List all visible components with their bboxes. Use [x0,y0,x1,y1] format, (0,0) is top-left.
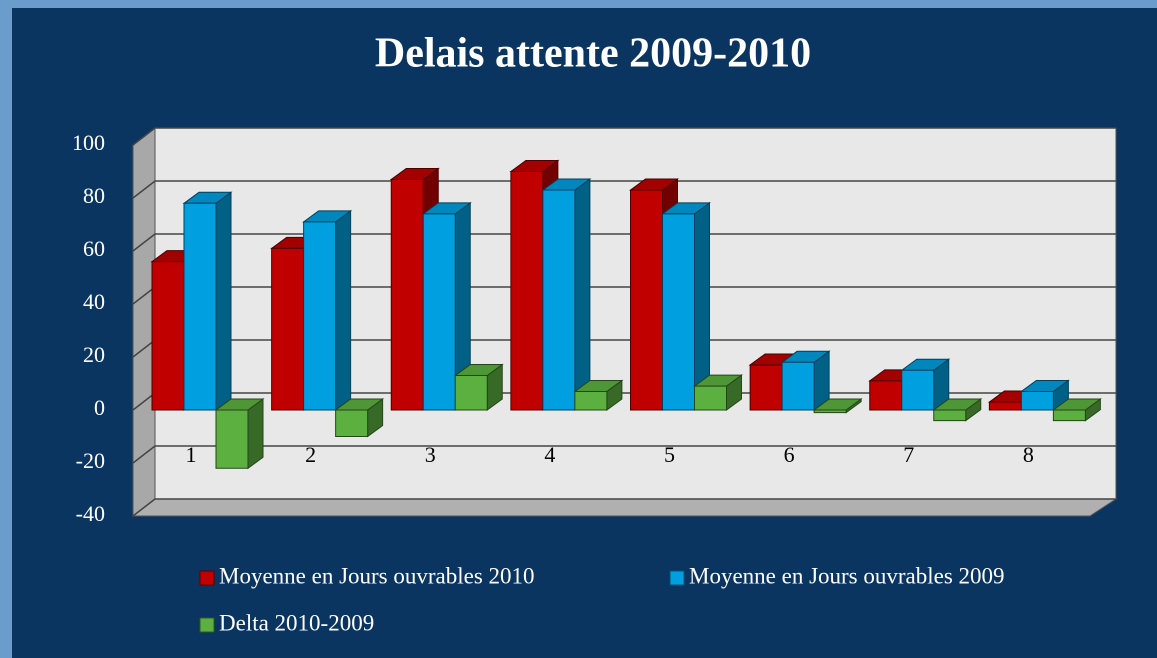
bar-front [390,178,424,411]
bar-side [335,209,352,411]
grid-line [132,233,1116,252]
legend-label: Moyenne en Jours ouvrables 2010 [219,563,535,588]
x-tick-label: 8 [1023,442,1034,467]
x-tick-label: 1 [186,442,197,467]
bar-front [1052,409,1086,422]
bar-front [422,213,456,411]
bar [1051,398,1102,422]
bar-front [454,375,488,411]
y-tick-label: 20 [83,342,105,367]
bar-front [662,213,695,411]
legend-label: Moyenne en Jours ouvrables 2009 [689,563,1005,588]
bar-front [694,385,727,411]
bar [541,178,592,411]
bar-front [271,247,305,411]
x-tick-label: 2 [305,442,316,467]
bar [780,350,831,411]
bar-front [1020,390,1054,411]
y-tick-label: 40 [83,289,105,314]
bar-front [988,401,1022,411]
y-tick-label: -40 [76,501,105,526]
legend-swatch [199,570,215,586]
bar [1019,379,1070,411]
x-tick-label: 3 [425,442,436,467]
floor [131,498,1118,517]
grid-line [132,445,1116,464]
bar [932,398,983,422]
legend-label: Delta 2010-2009 [219,610,374,635]
bar [692,374,744,411]
bar [453,363,504,411]
bar-side [247,398,264,470]
y-tick-label: -20 [76,448,105,473]
bar-front [510,171,544,411]
y-tick-label: 100 [72,130,105,155]
bar-front [901,369,935,411]
grid-line [132,127,1116,146]
grid-line [132,180,1116,199]
bar-front [749,364,783,411]
bar-front [542,189,576,411]
bar-front [335,409,369,437]
bar-front [813,409,847,414]
bar-front [630,189,663,411]
y-tick-label: 60 [83,236,105,261]
y-tick-label: 80 [83,183,105,208]
x-tick-label: 7 [903,442,914,467]
bar [214,398,265,470]
y-tick-label: 0 [94,395,105,420]
x-tick-label: 4 [544,442,555,467]
legend-swatch [669,570,685,586]
bar [182,191,233,411]
bar-front [933,409,967,422]
bar-front [869,380,903,411]
bar [660,201,712,411]
bar-front [303,221,337,411]
bar-side [574,178,591,411]
bar-front [183,202,217,411]
bar [812,398,863,414]
bar [573,379,624,411]
chart-title: Delais attente 2009-2010 [375,31,811,77]
bar [421,201,472,411]
legend-swatch [199,617,215,633]
x-tick-label: 6 [784,442,795,467]
bar-front [215,409,249,469]
bar-front [781,361,815,411]
bar-front [151,261,185,411]
grid-line [132,498,1116,517]
bar [900,358,951,411]
bar-side [215,191,232,411]
x-tick-label: 5 [664,442,675,467]
bar [334,398,385,438]
bar [302,209,353,411]
bar-front [574,390,608,411]
